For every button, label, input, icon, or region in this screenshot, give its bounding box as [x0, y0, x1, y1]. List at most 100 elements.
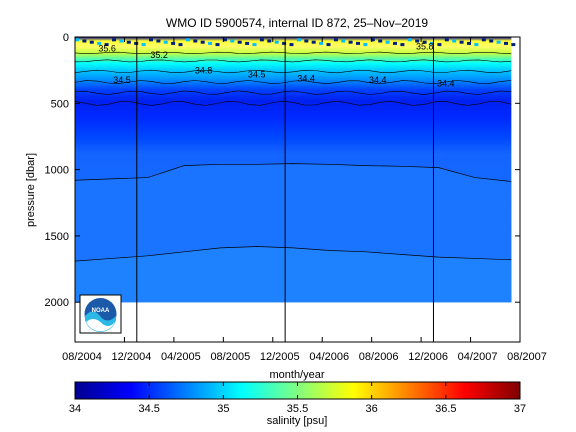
y-axis-ticks: 0 500 1000 1500 2000 — [45, 32, 520, 309]
surface-texture-mark — [415, 39, 420, 43]
surface-texture-mark — [422, 40, 427, 44]
surface-texture-mark — [119, 39, 124, 43]
contour-label: 34.4 — [369, 75, 387, 85]
surface-texture-mark — [393, 41, 397, 45]
surface-texture-mark — [237, 40, 242, 44]
surface-texture-mark — [400, 43, 405, 47]
chart-title: WMO ID 5900574, internal ID 872, 25–Nov–… — [166, 16, 428, 30]
surface-texture-mark — [289, 43, 294, 47]
x-axis-label: month/year — [269, 369, 324, 381]
surface-texture-mark — [178, 43, 183, 47]
surface-texture-mark — [245, 41, 250, 45]
surface-texture-mark — [385, 40, 390, 44]
surface-texture-mark — [296, 38, 301, 42]
surface-texture-mark — [319, 41, 324, 45]
surface-texture-mark — [141, 43, 146, 47]
contour-label: 35.2 — [150, 50, 168, 60]
contour-label: 34.5 — [113, 75, 131, 85]
contour-label: 34.8 — [195, 66, 213, 76]
surface-texture-mark — [156, 39, 161, 43]
x-tick-label: 08/2005 — [210, 351, 250, 363]
noaa-logo-text: NOAA — [92, 308, 110, 314]
surface-texture-mark — [341, 39, 346, 43]
surface-texture-mark — [89, 40, 94, 44]
salinity-field — [75, 37, 516, 303]
surface-texture-mark — [378, 39, 383, 43]
surface-texture-mark — [481, 38, 486, 42]
surface-texture-mark — [222, 38, 227, 42]
x-tick-label: 04/2006 — [309, 351, 349, 363]
surface-texture-mark — [82, 39, 87, 43]
surface-texture-mark — [370, 38, 375, 42]
y-tick-label: 1500 — [45, 231, 69, 243]
surface-texture-mark — [171, 41, 176, 45]
x-axis-ticks: 08/2004 12/2004 04/2005 08/2005 12/2005 04/20… — [62, 37, 547, 363]
colorbar-tick-label: 35 — [217, 403, 229, 415]
contour-label: 35.6 — [98, 44, 116, 54]
x-tick-label: 12/2006 — [408, 351, 448, 363]
y-tick-label: 1000 — [45, 165, 69, 177]
upper-isohaline — [75, 51, 512, 55]
x-tick-label: 12/2005 — [260, 351, 300, 363]
noaa-logo: NOAA — [79, 294, 122, 334]
surface-texture-mark — [267, 39, 272, 43]
surface-texture-mark — [363, 43, 368, 47]
surface-texture-mark — [274, 40, 279, 44]
surface-texture-mark — [444, 38, 449, 42]
contour-label: 34.5 — [248, 69, 266, 79]
surface-texture-mark — [467, 41, 471, 45]
surface-texture-mark — [230, 39, 235, 43]
surface-texture-mark — [208, 41, 213, 45]
surface-texture-mark — [282, 41, 287, 45]
surface-texture-mark — [474, 43, 479, 47]
surface-texture-mark — [504, 41, 508, 45]
surface-texture-mark — [496, 40, 501, 44]
contour-label: 35.8 — [416, 42, 434, 52]
y-axis-label: pressure [dbar] — [25, 153, 37, 227]
x-tick-label: 12/2004 — [112, 351, 152, 363]
surface-texture-mark — [304, 39, 309, 43]
surface-texture-mark — [489, 39, 494, 43]
x-tick-label: 04/2007 — [458, 351, 498, 363]
surface-texture-mark — [407, 38, 412, 42]
contour-labels: 35.6 35.2 34.8 34.5 34.5 34.4 34.4 34.4 35.8 — [98, 42, 454, 89]
surface-texture-mark — [112, 38, 116, 42]
surface-texture-mark — [459, 40, 464, 44]
upper-isohaline — [75, 90, 512, 95]
plot-frame — [74, 36, 521, 343]
surface-texture-mark — [437, 43, 442, 47]
surface-texture-mark — [326, 43, 331, 47]
y-tick-label: 500 — [51, 98, 69, 110]
surface-texture-mark — [163, 40, 168, 44]
x-tick-label: 08/2004 — [62, 351, 102, 363]
contour-label: 34.4 — [437, 79, 455, 89]
x-tick-label: 08/2006 — [359, 351, 399, 363]
upper-isohaline — [75, 69, 512, 74]
surface-texture-mark — [356, 41, 360, 45]
surface-texture-mark — [311, 40, 316, 44]
bottom-layer-fill — [75, 246, 512, 303]
colorbar-ticks: 34 34.5 35 35.5 36 36.5 37 — [69, 382, 526, 415]
upper-isohaline — [75, 80, 512, 85]
isohaline-lines — [75, 51, 512, 262]
surface-texture-mark — [134, 41, 139, 45]
surface-texture-mark — [259, 38, 264, 42]
y-tick-label: 2000 — [45, 297, 69, 309]
surface-texture-mark — [200, 40, 205, 44]
surface-texture-mark — [126, 40, 131, 44]
surface-texture-mark — [149, 38, 153, 42]
colorbar-tick-label: 36.5 — [435, 403, 456, 415]
surface-texture-mark — [430, 41, 434, 45]
colorbar-label: salinity [psu] — [267, 415, 328, 427]
surface-texture-mark — [193, 39, 198, 43]
upper-isohaline — [75, 100, 512, 106]
colorbar-tick-label: 34.5 — [138, 403, 159, 415]
isohaline-lower — [75, 246, 512, 262]
contour-label: 34.4 — [297, 73, 315, 83]
surface-texture-mark — [75, 38, 79, 42]
surface-texture-mark — [97, 41, 102, 45]
surface-texture-mark — [511, 43, 516, 47]
surface-texture-mark — [252, 43, 257, 47]
colorbar-tick-label: 37 — [514, 403, 526, 415]
colorbar-tick-label: 35.5 — [287, 403, 308, 415]
